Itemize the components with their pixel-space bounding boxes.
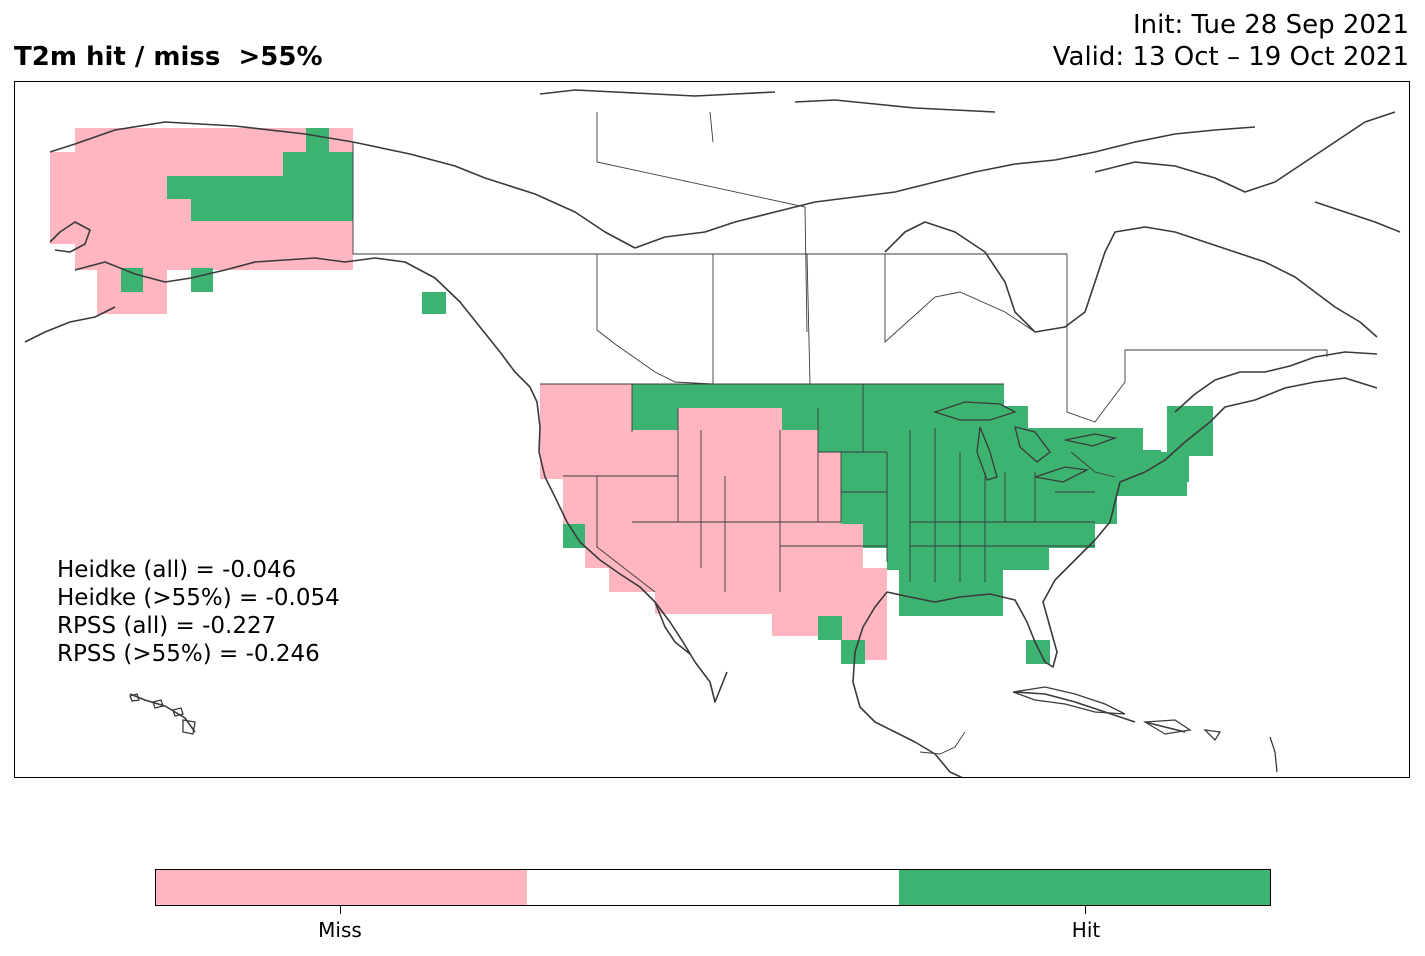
colorbar-tick-miss — [340, 906, 341, 914]
hit-cell — [782, 406, 1028, 430]
stat-rpss-55: RPSS (>55%) = -0.246 — [57, 641, 320, 667]
miss-cell — [655, 590, 887, 614]
great-lakes — [932, 401, 1118, 483]
hit-cell — [422, 292, 446, 314]
hit-cell — [841, 494, 1117, 524]
colorbar-label-miss: Miss — [318, 918, 362, 942]
colorbar-miss-segment — [156, 870, 528, 905]
hit-cell — [632, 384, 1004, 408]
hit-cell — [1167, 406, 1213, 456]
hit-cell — [1026, 640, 1050, 664]
hit-cell — [632, 406, 678, 430]
hit-cell — [841, 640, 865, 664]
hit-cell — [863, 522, 1095, 548]
colorbar-tick-hit — [1085, 906, 1086, 914]
coastlines — [24, 89, 1401, 777]
hit-cell — [121, 268, 143, 292]
stat-rpss-all: RPSS (all) = -0.227 — [57, 613, 277, 639]
colorbar — [155, 869, 1271, 906]
alaska-cells — [50, 128, 446, 314]
init-date: Init: Tue 28 Sep 2021 — [1132, 10, 1409, 40]
map-svg — [24, 89, 1401, 777]
stat-heidke-all: Heidke (all) = -0.046 — [57, 557, 297, 583]
hit-cell — [167, 176, 353, 199]
hit-cell — [899, 568, 1003, 616]
miss-cell — [585, 522, 863, 568]
miss-cell — [609, 568, 887, 592]
stats-panel: Heidke (all) = -0.046 Heidke (>55%) = -0… — [57, 556, 340, 668]
colorbar-hit-segment — [898, 870, 1270, 905]
stat-heidke-55: Heidke (>55%) = -0.054 — [57, 585, 340, 611]
colorbar-label-hit: Hit — [1071, 918, 1101, 942]
hit-cell — [283, 152, 353, 178]
miss-cell — [540, 384, 632, 479]
miss-cell — [50, 152, 80, 244]
colorbar-neutral-segment — [527, 870, 899, 905]
hit-cell — [191, 197, 353, 221]
hit-cell — [841, 450, 1161, 474]
hit-cell — [191, 268, 213, 292]
hit-cell — [1143, 452, 1189, 482]
hit-cell — [306, 128, 329, 154]
chart-title: T2m hit / miss >55% — [14, 42, 323, 72]
hit-cell — [1071, 428, 1143, 452]
hit-cell — [818, 616, 842, 640]
map-panel — [14, 81, 1410, 778]
miss-cell — [563, 478, 841, 524]
caribbean-islands — [1012, 686, 1278, 773]
hit-cell — [887, 546, 1049, 570]
hawaii-islands — [129, 693, 196, 735]
valid-range: Valid: 13 Oct – 19 Oct 2021 — [1052, 42, 1409, 72]
hit-cell — [841, 472, 1187, 496]
hit-cell — [818, 428, 1072, 452]
political-boundaries — [352, 111, 1328, 755]
